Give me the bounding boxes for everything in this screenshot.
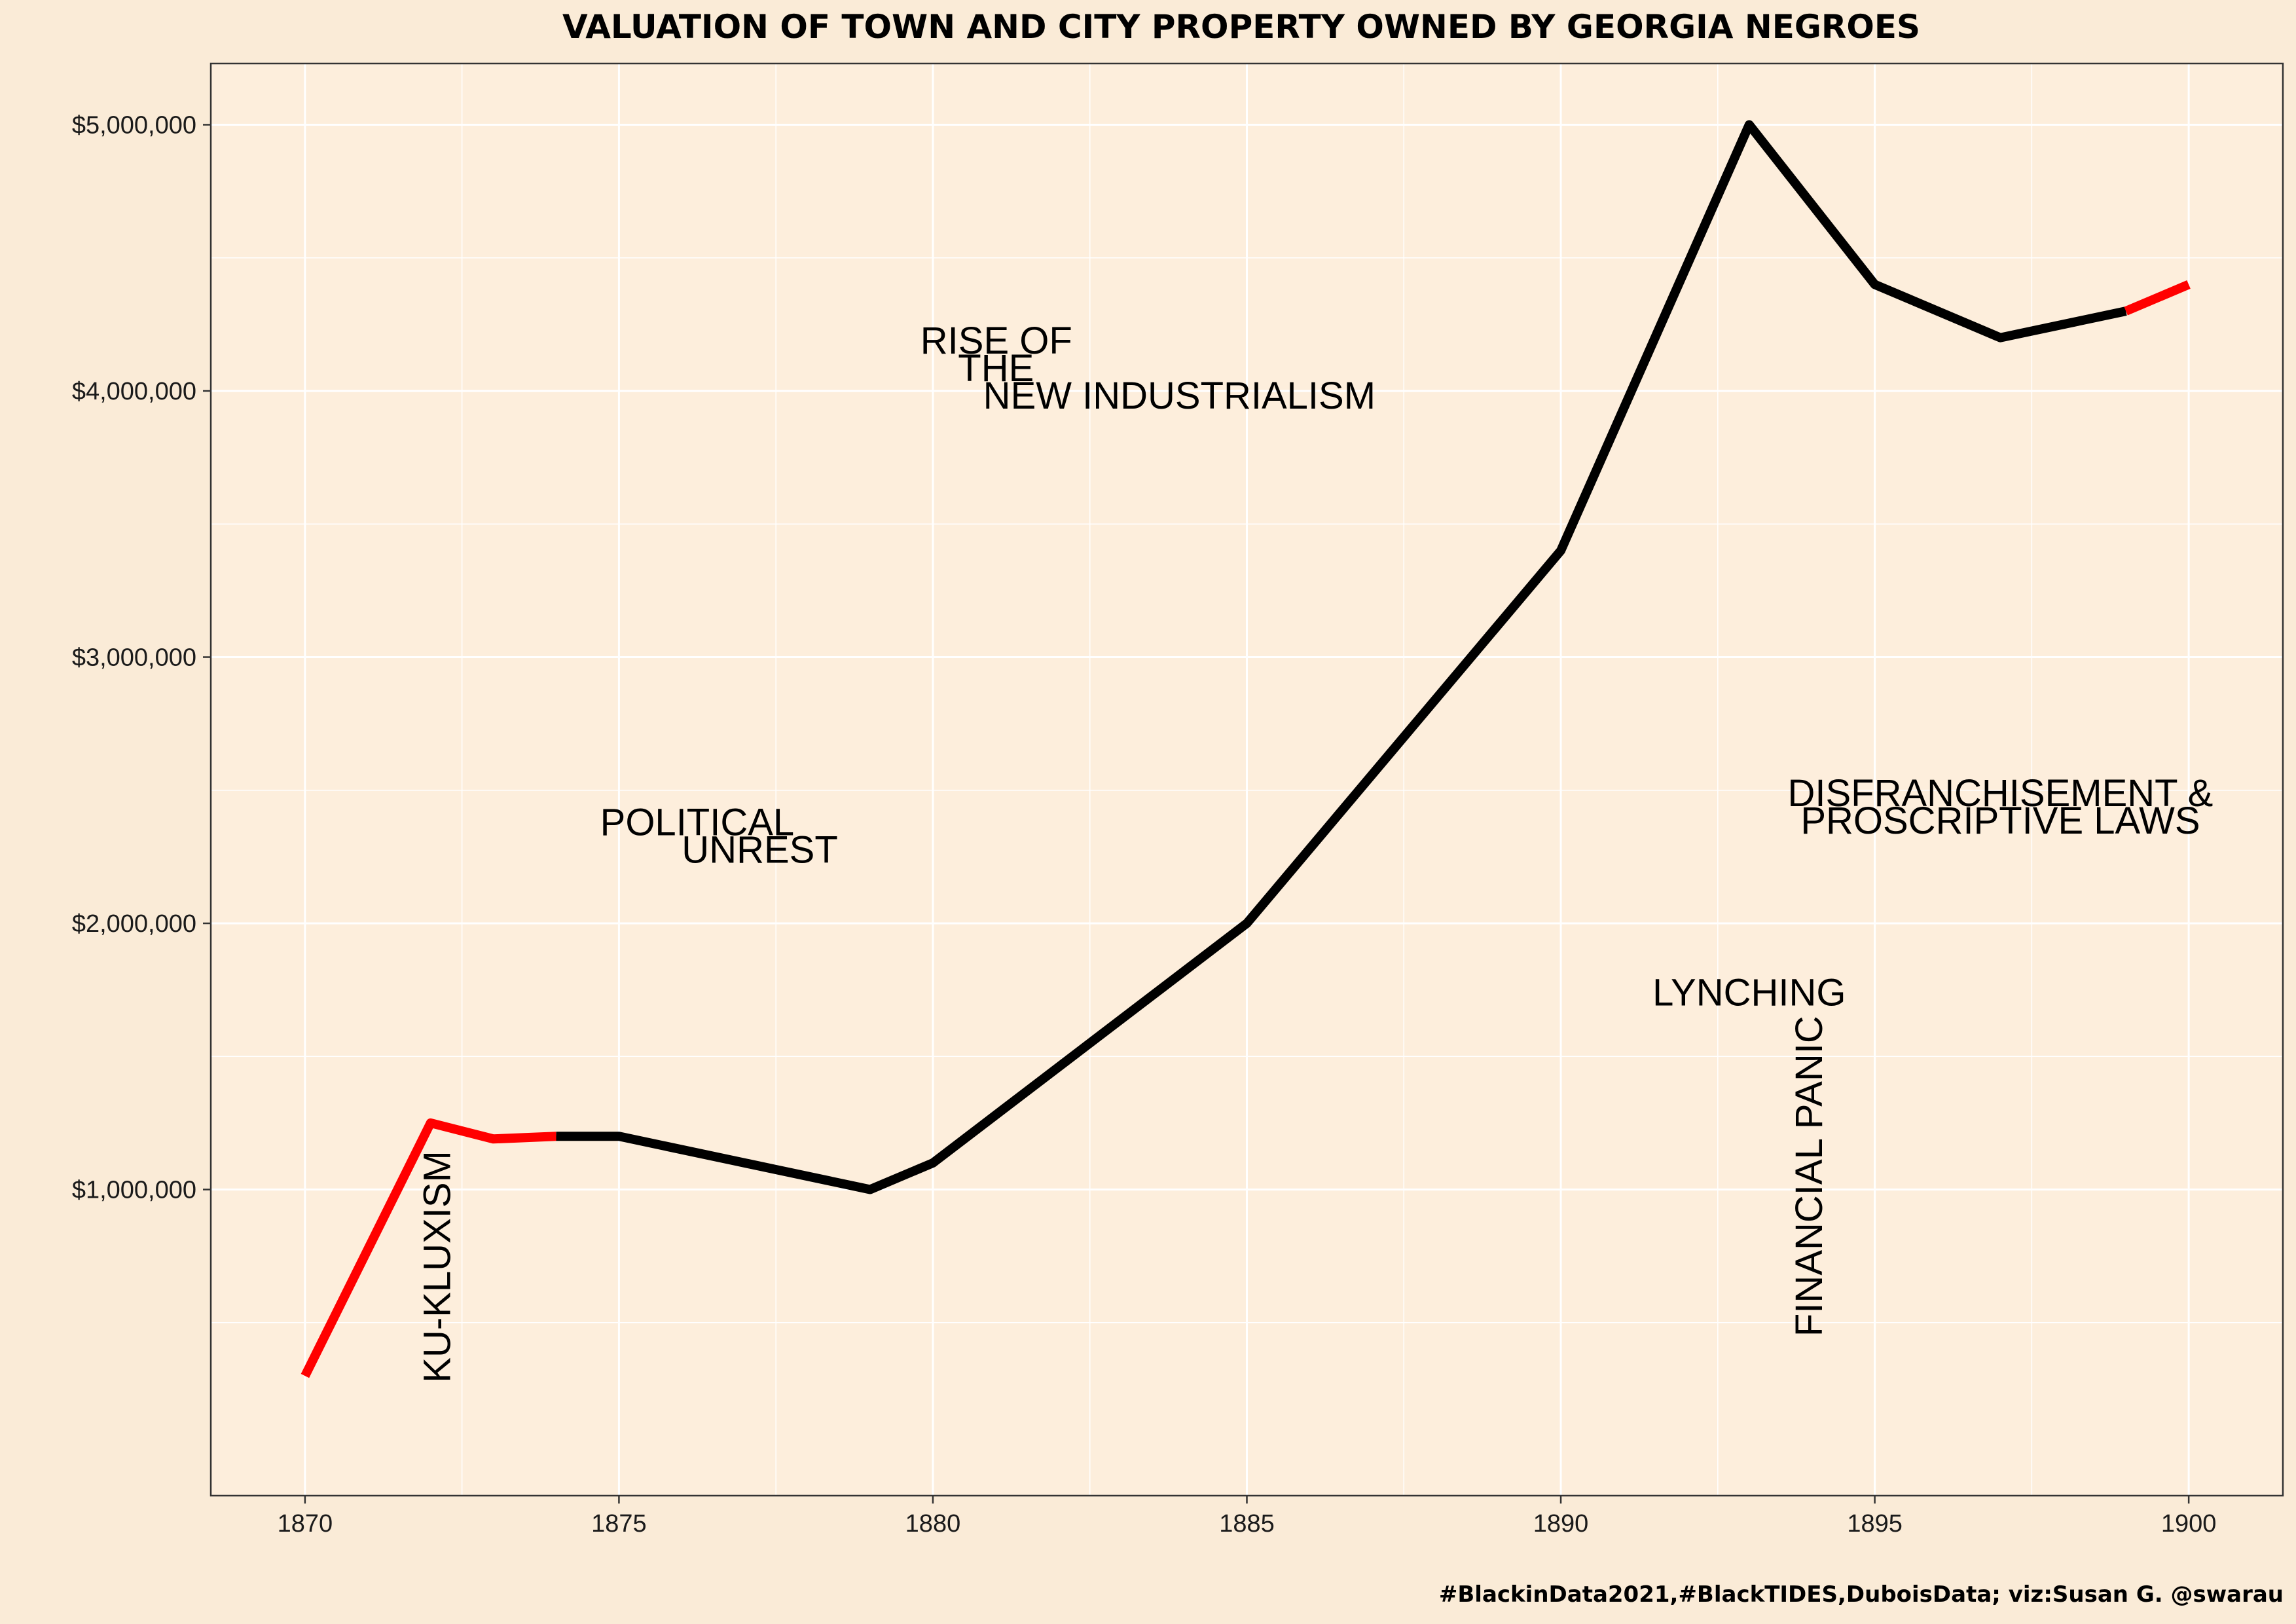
x-tick-label: 1880	[905, 1510, 961, 1538]
y-tick-label: $4,000,000	[72, 378, 196, 405]
annotation-rise-of-new-industrialism-line-2: NEW INDUSTRIALISM	[983, 375, 1376, 417]
x-tick-label: 1875	[591, 1510, 647, 1538]
annotation-ku-kluxism-line-0: KU-KLUXISM	[416, 1151, 458, 1383]
annotation-lynching-line-0: LYNCHING	[1652, 972, 1846, 1014]
y-axis: $1,000,000 $2,000,000 $3,000,000 $4,000,000…	[72, 111, 211, 1204]
annotation-financial-panic: FINANCIAL PANIC	[1788, 1016, 1831, 1337]
x-tick-label: 1900	[2161, 1510, 2217, 1538]
annotation-political-unrest-line-1: UNREST	[682, 829, 837, 872]
annotation-financial-panic-line-0: FINANCIAL PANIC	[1788, 1016, 1831, 1337]
x-tick-label: 1885	[1219, 1510, 1275, 1538]
x-tick-label: 1890	[1533, 1510, 1589, 1538]
x-tick-label: 1895	[1847, 1510, 1903, 1538]
series-line-1	[556, 120, 2127, 1194]
annotation-rise-of-new-industrialism-line-1: THE	[958, 347, 1034, 390]
annotation-disfranchisement-line-1: PROSCRIPTIVE LAWS	[1800, 800, 2200, 842]
annotation-lynching: LYNCHING	[1652, 972, 1846, 1014]
annotation-disfranchisement: DISFRANCHISEMENT &PROSCRIPTIVE LAWS	[1787, 772, 2213, 842]
x-tick-label: 1870	[278, 1510, 333, 1538]
series-line-2	[2124, 280, 2191, 316]
grid-major	[211, 64, 2283, 1496]
series-layer	[301, 120, 2191, 1378]
annotation-rise-of-new-industrialism-line-0: RISE OF	[920, 320, 1072, 362]
y-tick-label: $1,000,000	[72, 1177, 196, 1204]
annotation-ku-kluxism: KU-KLUXISM	[416, 1151, 458, 1383]
chart-caption: #BlackinData2021,#BlackTIDES,DuboisData;…	[1439, 1581, 2284, 1608]
y-tick-label: $5,000,000	[72, 111, 196, 139]
y-tick-label: $3,000,000	[72, 644, 196, 672]
x-axis: 1870 1875 1880 1885 1890 1895 1900	[278, 1496, 2217, 1538]
y-tick-label: $2,000,000	[72, 910, 196, 938]
annotation-political-unrest-line-0: POLITICAL	[600, 802, 795, 844]
series-line-0	[301, 1118, 556, 1378]
chart-title: VALUATION OF TOWN AND CITY PROPERTY OWNE…	[562, 8, 1920, 46]
annotation-disfranchisement-line-0: DISFRANCHISEMENT &	[1787, 772, 2213, 815]
